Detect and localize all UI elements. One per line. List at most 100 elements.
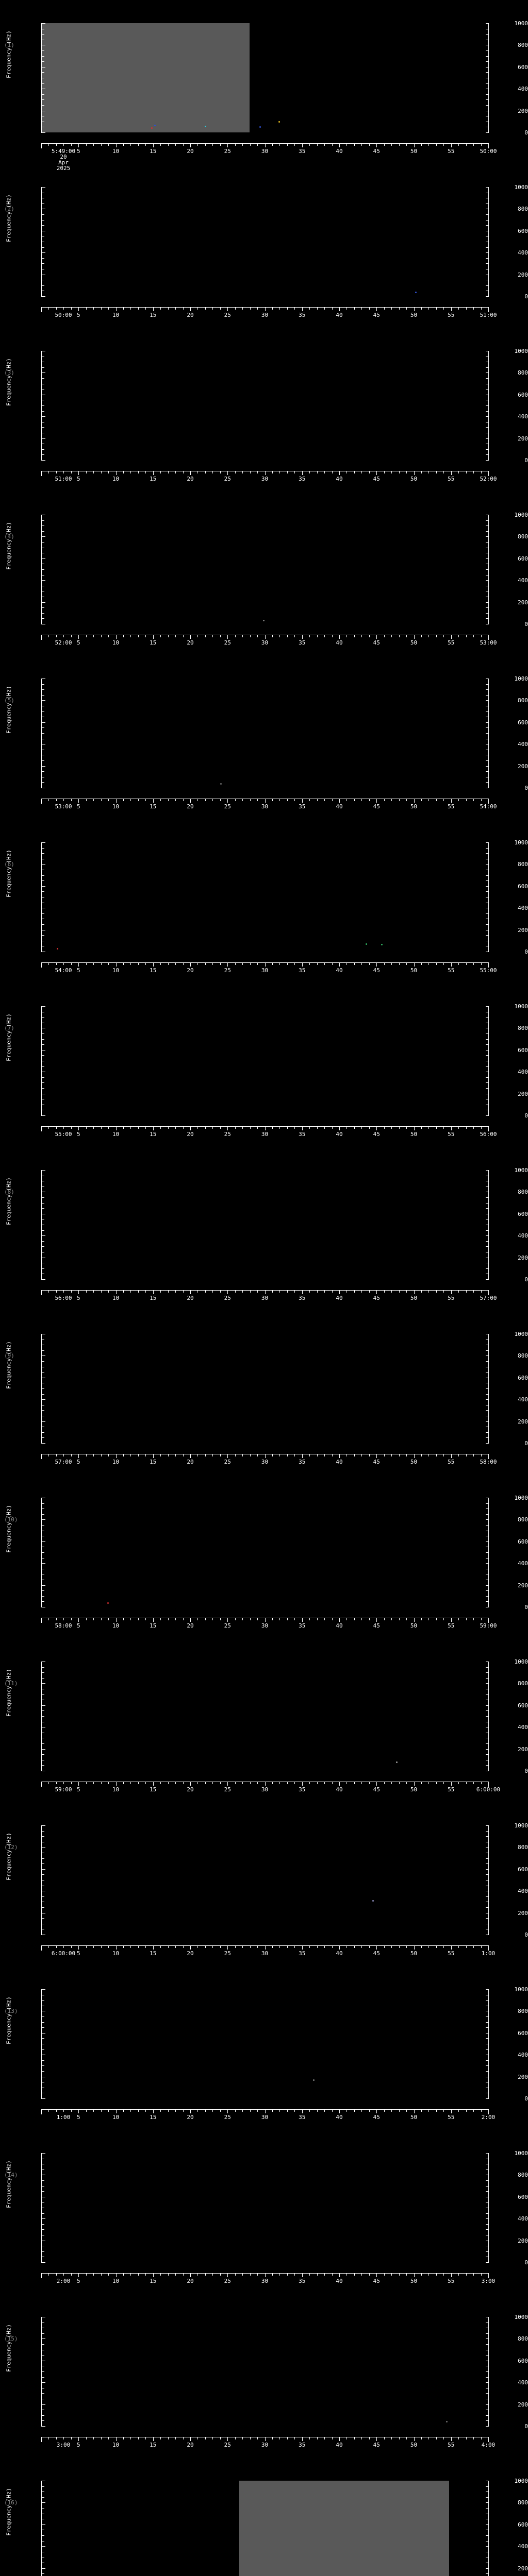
x-axis-tick (168, 2274, 169, 2276)
x-axis-tick (287, 799, 288, 801)
y-axis-tick-right (486, 438, 488, 439)
x-axis-tick (130, 144, 131, 146)
plot-area[interactable] (41, 1825, 488, 1935)
y-axis-tick-label: 1000 (514, 2478, 528, 2484)
plot-area[interactable] (41, 187, 488, 296)
x-axis-tick-label: 55 (448, 1295, 455, 1301)
x-axis-tick-label: 50 (410, 2278, 418, 2284)
x-axis-tick (93, 1782, 94, 1784)
x-axis-tick (458, 2274, 459, 2276)
x-axis-tick (56, 1782, 57, 1784)
x-axis-tick (220, 1127, 221, 1129)
x-axis-start-label: 59:00 (55, 1786, 72, 1793)
x-axis-tick-label: 45 (373, 2114, 380, 2121)
x-axis-tick (443, 635, 444, 637)
plot-area[interactable] (41, 1006, 488, 1115)
x-axis-tick-label: 25 (224, 476, 231, 482)
spectrogram-panel: 0 200 400 600 800 1000 Frequency (Hz) (3) 51:00 5… (0, 328, 528, 492)
x-axis-tick-label: 45 (373, 1786, 380, 1793)
x-axis-tick (71, 1782, 72, 1784)
x-axis-tick (101, 2437, 102, 2439)
x-axis-tick (138, 1782, 139, 1784)
x-axis-tick (436, 1946, 437, 1948)
x-axis-tick (287, 635, 288, 637)
x-axis-tick (242, 799, 243, 801)
x-axis-tick (197, 1127, 199, 1129)
x-axis-tick (212, 2274, 213, 2276)
y-axis-left-spine (41, 1989, 42, 2099)
x-axis-tick (451, 2274, 452, 2277)
x-axis-tick (399, 1127, 400, 1129)
y-axis-tick (42, 580, 45, 581)
y-axis-tick-right (486, 99, 488, 100)
spectrogram-panel: 0 200 400 600 800 1000 Frequency (Hz) (4) 52:00 5… (0, 492, 528, 655)
x-axis-tick (242, 1127, 243, 1129)
y-axis-tick (42, 891, 44, 892)
x-axis-tick-label: 45 (373, 476, 380, 482)
y-axis-tick-label: 0 (524, 1112, 528, 1119)
x-axis-tick (354, 1618, 355, 1620)
x-axis-tick-label: 40 (336, 2278, 343, 2284)
x-axis-tick-label: 50 (410, 2442, 418, 2448)
plot-area[interactable] (41, 2481, 488, 2576)
plot-area[interactable] (41, 1498, 488, 1607)
x-axis-tick (205, 2437, 206, 2439)
x-axis-tick (443, 1291, 444, 1293)
y-axis-tick (42, 61, 44, 62)
y-axis-tick-right (486, 1388, 488, 1389)
x-axis-tick (414, 1454, 415, 1458)
x-axis-tick (369, 1291, 370, 1293)
panel-index-label: (8) (4, 1189, 14, 1195)
plot-area[interactable] (41, 515, 488, 624)
plot-area[interactable] (41, 2153, 488, 2262)
y-axis-tick (42, 1006, 45, 1007)
x-axis-tick (250, 1946, 251, 1948)
plot-area[interactable] (41, 23, 488, 132)
x-axis-tick (384, 144, 385, 146)
x-axis-tick (41, 1454, 42, 1459)
y-axis-tick-label: 600 (518, 883, 528, 890)
x-axis-tick (123, 1782, 124, 1784)
y-axis-tick (42, 438, 45, 439)
x-axis-tick (190, 635, 191, 639)
y-axis-tick (42, 50, 44, 51)
x-axis-tick (93, 799, 94, 801)
y-axis-tick-right (486, 1831, 488, 1832)
x-axis-tick (436, 471, 437, 473)
x-axis-tick (324, 144, 325, 146)
plot-area[interactable] (41, 1989, 488, 2098)
spectrogram-panel: 0 200 400 600 800 1000 Frequency (Hz) (10) 58:00… (0, 1475, 528, 1638)
x-axis-end-label: 54:00 (480, 803, 497, 810)
x-axis-tick (309, 2274, 310, 2276)
x-axis-tick (317, 471, 318, 473)
y-axis-tick-right (486, 2185, 488, 2187)
x-axis-tick-label: 55 (448, 2278, 455, 2284)
plot-area[interactable] (41, 1170, 488, 1279)
x-axis-tick (153, 1946, 154, 1950)
plot-area[interactable] (41, 842, 488, 952)
x-axis-tick (108, 799, 109, 801)
x-axis-tick (324, 2437, 325, 2439)
x-axis-tick (250, 2110, 251, 2112)
x-axis-tick (153, 963, 154, 967)
plot-area[interactable] (41, 1334, 488, 1443)
y-axis-tick-right (486, 1399, 488, 1400)
plot-area[interactable] (41, 351, 488, 460)
plot-area[interactable] (41, 679, 488, 788)
x-axis-tick (145, 1946, 146, 1948)
x-axis-tick (428, 1618, 430, 1620)
x-axis-tick (48, 2437, 50, 2439)
y-axis-tick-right (486, 1874, 488, 1875)
plot-area[interactable] (41, 1662, 488, 1771)
x-axis-tick (406, 1946, 407, 1948)
plot-area[interactable] (41, 2317, 488, 2426)
y-axis-tick (42, 1088, 44, 1089)
x-axis-tick (108, 1291, 109, 1293)
x-axis-tick (145, 144, 146, 146)
y-axis-title: Frequency (Hz) (5, 1669, 12, 1717)
x-axis-tick-label: 5 (76, 2114, 80, 2121)
x-axis-tick (130, 1127, 131, 1129)
x-axis-tick (346, 308, 348, 310)
y-axis-tick (42, 1394, 44, 1395)
y-axis-tick-right (486, 1907, 488, 1908)
